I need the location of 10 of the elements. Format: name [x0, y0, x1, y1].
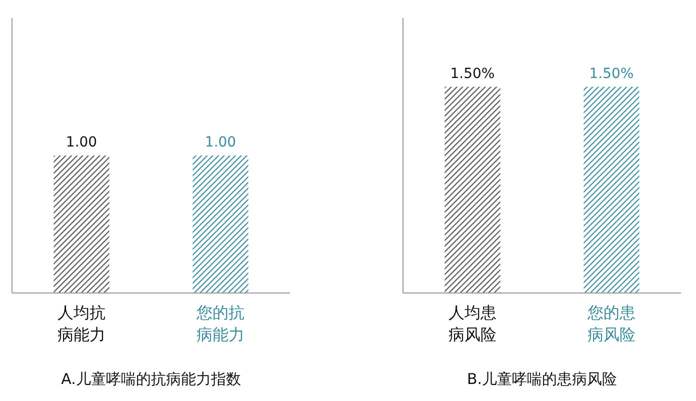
x-tick-label: 您的患病风险: [586, 303, 636, 344]
data-label: 1.50%: [450, 66, 495, 82]
data-label: 1.00: [204, 134, 236, 150]
data-label: 1.00: [66, 134, 98, 150]
x-tick-label: 人均患病风险: [448, 303, 496, 344]
x-tick-label: 您的抗病能力: [196, 303, 244, 344]
x-tick-label: 人均抗病能力: [58, 303, 106, 344]
data-label: 1.50%: [589, 66, 634, 82]
text: B.儿童哮喘的患病风险: [466, 370, 618, 388]
text: A.儿童哮喘的抗病能力指数: [61, 370, 241, 388]
